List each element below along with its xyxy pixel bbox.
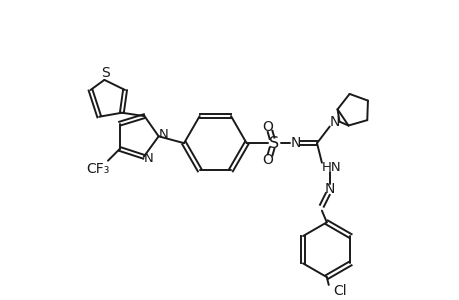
Text: N: N <box>290 136 300 150</box>
Text: N: N <box>329 115 339 129</box>
Text: N: N <box>144 152 153 165</box>
Text: HN: HN <box>321 161 341 174</box>
Text: O: O <box>262 119 273 134</box>
Text: CF₃: CF₃ <box>86 161 110 176</box>
Text: N: N <box>158 128 168 141</box>
Text: Cl: Cl <box>333 284 347 298</box>
Text: S: S <box>101 66 110 80</box>
Text: O: O <box>262 153 273 167</box>
Text: N: N <box>324 182 334 196</box>
Text: S: S <box>269 136 279 151</box>
